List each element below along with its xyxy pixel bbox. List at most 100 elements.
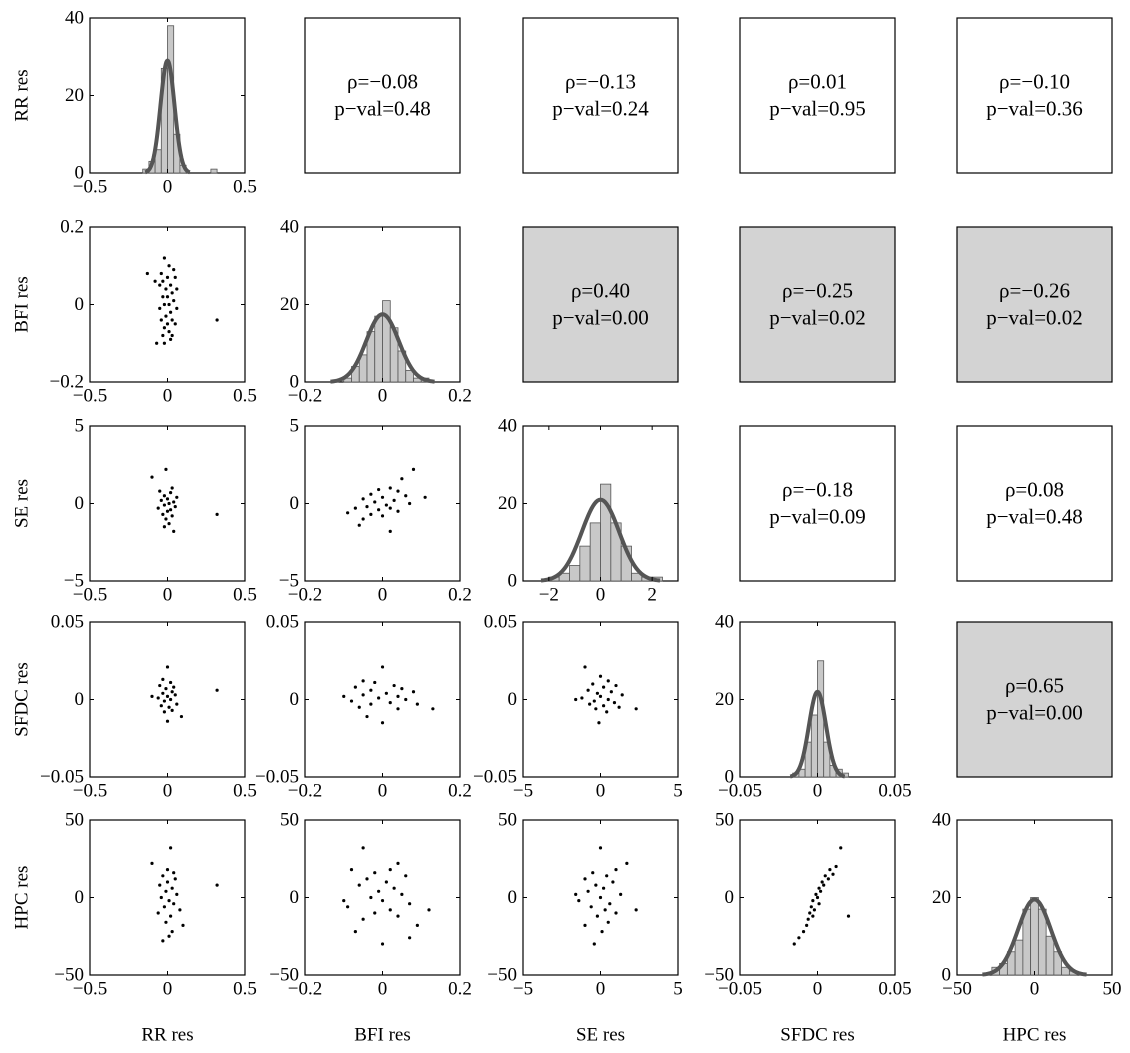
scatter-point [161, 279, 165, 283]
x-tick-label: 0 [163, 781, 173, 802]
scatter-point [811, 899, 815, 903]
scatter-point [170, 708, 174, 712]
correlation-panel [739, 425, 896, 582]
scatter-point [598, 846, 603, 850]
scatter-point [408, 902, 412, 906]
scatter-point [161, 295, 165, 299]
scatter-point [388, 701, 392, 705]
y-tick-label: −50 [54, 965, 84, 986]
scatter-point [361, 497, 365, 501]
scatter-point [811, 914, 815, 918]
scatter-point [619, 892, 623, 897]
scatter-point [167, 934, 171, 938]
scatter-point [181, 923, 185, 928]
y-axis-label: BFI res [12, 276, 33, 332]
x-tick-label: 0 [596, 585, 606, 606]
scatter-frame [304, 819, 461, 976]
x-tick-label: 2 [647, 585, 657, 606]
x-tick-label: 0.05 [878, 979, 911, 1000]
correlation-box [956, 226, 1113, 383]
scatter-point [423, 495, 427, 499]
scatter-point [574, 697, 578, 702]
scatter-point [172, 902, 176, 906]
scatter-point [602, 886, 606, 890]
correlation-pvalue: p−val=0.48 [986, 505, 1083, 529]
x-tick-label: −5 [513, 979, 533, 1000]
scatter-point [167, 330, 171, 334]
scatter-point [603, 908, 607, 912]
scatter-point [369, 895, 373, 900]
scatter-point [361, 693, 365, 697]
y-tick-label: 50 [498, 810, 517, 831]
x-tick-label: 0 [378, 585, 388, 606]
scatter-point [598, 694, 603, 699]
scatter-point [169, 491, 173, 495]
histogram-bar [210, 168, 218, 174]
scatter-point [365, 714, 369, 719]
histogram-bar [579, 545, 591, 582]
scatter-point [380, 665, 385, 669]
x-axis-label: RR res [141, 1025, 193, 1046]
scatter-point [365, 505, 369, 509]
scatter-point [611, 880, 615, 884]
histogram-bar [374, 315, 383, 383]
x-tick-label: 0.5 [233, 585, 257, 606]
histogram-panel-2 [522, 425, 679, 583]
y-tick-label: 40 [715, 612, 734, 633]
correlation-rho: ρ=0.65 [1005, 674, 1064, 698]
y-tick-label: 50 [65, 810, 84, 831]
x-tick-label: 0 [596, 781, 606, 802]
scatter-point [150, 475, 154, 479]
scatter-point [158, 306, 162, 310]
correlation-box [739, 226, 896, 383]
correlation-pvalue: p−val=0.00 [986, 701, 1083, 725]
scatter-point [608, 902, 612, 906]
scatter-point [159, 498, 163, 502]
scatter-point [162, 302, 166, 307]
x-tick-label: 0 [596, 979, 606, 1000]
scatter-point [172, 500, 176, 504]
scatter-point [396, 694, 400, 699]
scatter-point [408, 936, 412, 940]
scatter-point [179, 714, 184, 719]
scatter-point [415, 702, 419, 706]
scatter-point [620, 693, 624, 697]
y-tick-label: 0 [75, 689, 85, 710]
scatter-point [173, 693, 177, 697]
correlation-box [522, 17, 679, 174]
scatter-point [592, 942, 596, 946]
scatter-point [156, 911, 160, 915]
y-tick-label: 40 [280, 217, 299, 238]
x-tick-label: 0 [163, 585, 173, 606]
scatter-point [828, 868, 832, 872]
x-tick-label: 0.5 [233, 177, 257, 198]
x-tick-label: 0.2 [448, 979, 472, 1000]
scatter-point [162, 341, 166, 345]
scatter-point [606, 679, 610, 683]
y-tick-label: 40 [932, 810, 951, 831]
scatter-point [809, 905, 813, 909]
scatter-point [431, 707, 435, 711]
scatter-point [831, 872, 835, 876]
histogram-bar [1014, 939, 1024, 976]
x-tick-label: 0.2 [448, 585, 472, 606]
scatter-point [215, 883, 219, 887]
scatter-point [392, 683, 396, 688]
y-axis-label: HPC res [12, 866, 33, 930]
scatter-point [826, 877, 830, 881]
correlation-pvalue: p−val=0.09 [769, 505, 866, 529]
y-tick-label: 5 [290, 416, 300, 437]
x-tick-label: 0.5 [233, 781, 257, 802]
scatter-point [164, 889, 168, 893]
correlation-panel [956, 226, 1113, 383]
histogram-bar [589, 522, 601, 582]
x-axis-label: BFI res [354, 1025, 410, 1046]
scatter-point [162, 503, 166, 507]
scatter-point [597, 721, 601, 725]
scatter-point [170, 514, 174, 518]
scatter-point [805, 923, 809, 928]
scatter-point [215, 512, 219, 516]
scatter-point [167, 899, 171, 903]
scatter-point [165, 880, 170, 884]
y-tick-label: −0.05 [40, 767, 84, 788]
